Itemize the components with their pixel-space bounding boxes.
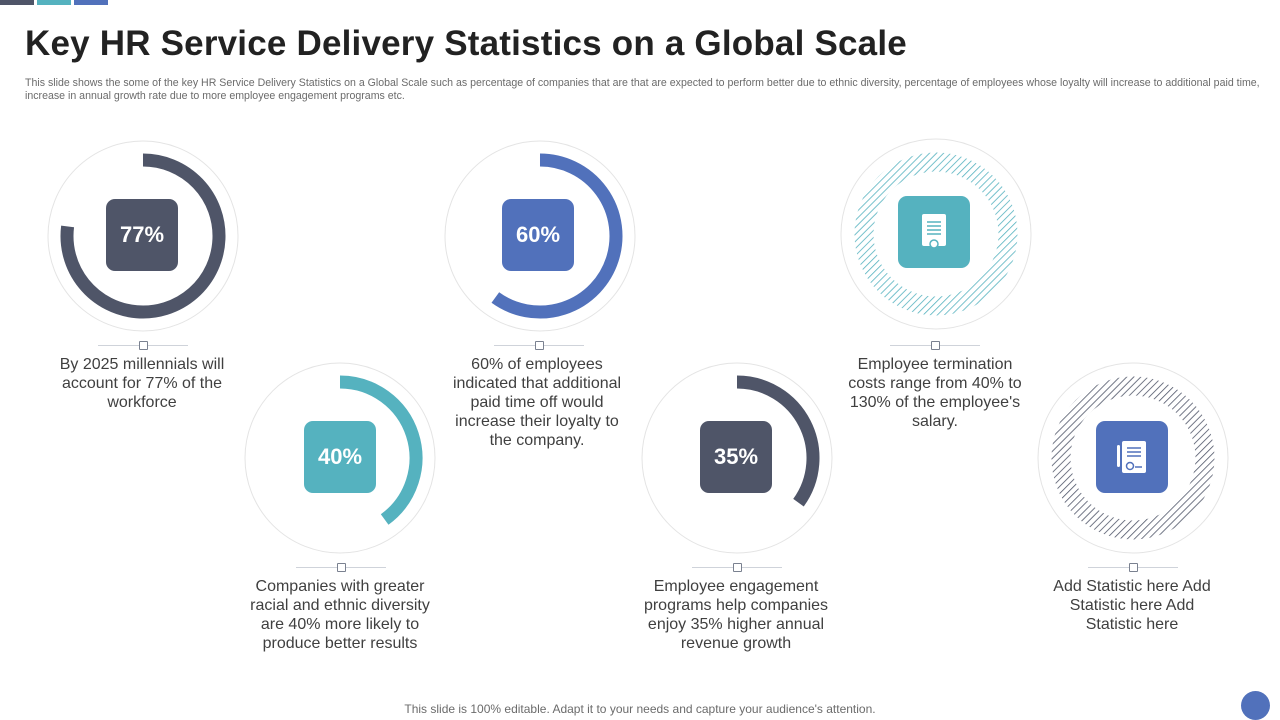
stat-label-termination-costs: Employee termination costs range from 40…	[848, 356, 1022, 430]
hatched-ring-teal	[854, 152, 1018, 316]
connector-node	[1129, 563, 1138, 572]
progress-arc-35	[736, 375, 820, 507]
stat-label-diversity: Companies with greater racial and ethnic…	[250, 578, 430, 652]
accent-bar-teal	[37, 0, 71, 5]
connector-node	[139, 341, 148, 350]
stat-label-engagement: Employee engagement programs help compan…	[643, 578, 829, 652]
accent-bar-dark	[0, 0, 34, 5]
progress-arc-77	[60, 153, 226, 319]
page-subtitle: This slide shows the some of the key HR …	[25, 77, 1260, 102]
top-accent-bars	[0, 0, 111, 5]
contract-document-icon	[1096, 421, 1168, 493]
connector-node	[931, 341, 940, 350]
connector-node	[535, 341, 544, 350]
footer-note: This slide is 100% editable. Adapt it to…	[404, 702, 876, 716]
connector-s3	[890, 341, 980, 350]
hatched-ring-dark	[1051, 376, 1215, 540]
progress-arc-60	[491, 153, 623, 319]
connector-s5	[692, 563, 782, 572]
stat-label-millennials: By 2025 millennials will account for 77%…	[59, 356, 225, 411]
page-title: Key HR Service Delivery Statistics on a …	[25, 24, 907, 63]
percent-badge-40: 40%	[304, 421, 376, 493]
corner-dot	[1241, 691, 1270, 720]
connector-node	[337, 563, 346, 572]
accent-bar-blue	[74, 0, 108, 5]
progress-arc-40	[339, 375, 423, 525]
stat-label-paid-time-off: 60% of employees indicated that addition…	[452, 356, 622, 449]
connector-s1	[98, 341, 188, 350]
connector-node	[733, 563, 742, 572]
percent-badge-77: 77%	[106, 199, 178, 271]
connector-s2	[494, 341, 584, 350]
stat-label-add-statistic: Add Statistic here Add Statistic here Ad…	[1053, 578, 1211, 633]
certificate-document-icon	[898, 196, 970, 268]
percent-badge-60: 60%	[502, 199, 574, 271]
percent-badge-35: 35%	[700, 421, 772, 493]
connector-s4	[296, 563, 386, 572]
connector-s6	[1088, 563, 1178, 572]
